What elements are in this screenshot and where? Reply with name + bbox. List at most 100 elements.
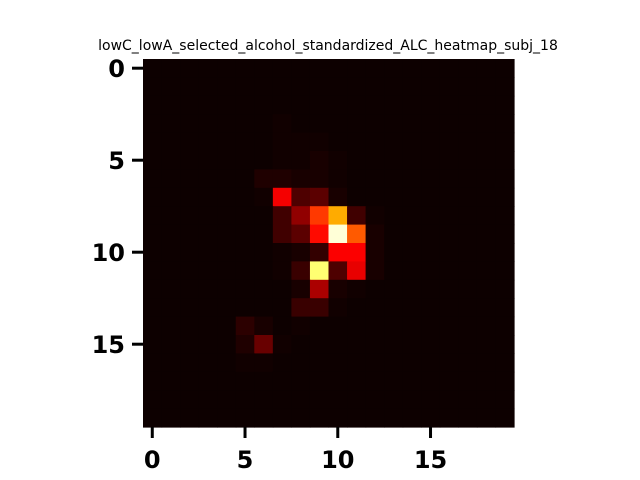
- heatmap-cell-r16-c16: [439, 353, 459, 373]
- heatmap-cell-r7-c2: [180, 187, 200, 207]
- heatmap-cell-r5-c6: [254, 151, 274, 170]
- x-tick-label-10: 10: [321, 446, 354, 474]
- heatmap-cell-r0-c10: [328, 59, 348, 78]
- heatmap-cell-r10-c10: [328, 243, 348, 262]
- heatmap-cell-r1-c5: [235, 77, 255, 97]
- heatmap-cell-r17-c17: [458, 371, 478, 391]
- heatmap-cell-r18-c2: [180, 390, 200, 410]
- heatmap-cell-r6-c14: [402, 169, 422, 189]
- heatmap-cell-r1-c9: [309, 77, 330, 97]
- heatmap-cell-r5-c18: [476, 151, 497, 170]
- heatmap-cell-r16-c9: [309, 353, 330, 373]
- heatmap-cell-r8-c2: [180, 206, 200, 226]
- heatmap-cell-r1-c19: [495, 77, 515, 97]
- heatmap-cell-r18-c16: [439, 390, 459, 410]
- heatmap-cell-r15-c19: [495, 335, 515, 354]
- heatmap-cell-r19-c15: [421, 408, 441, 428]
- heatmap-cell-r15-c6: [254, 335, 274, 354]
- heatmap-cell-r8-c4: [217, 206, 237, 226]
- heatmap-cell-r17-c4: [217, 371, 237, 391]
- heatmap-cell-r13-c7: [272, 298, 292, 318]
- heatmap-cell-r8-c19: [495, 206, 515, 226]
- heatmap-cell-r9-c19: [495, 224, 515, 244]
- heatmap-cell-r3-c8: [291, 114, 311, 134]
- heatmap-cell-r5-c1: [161, 151, 181, 170]
- heatmap-cell-r5-c5: [235, 151, 255, 170]
- heatmap-cell-r11-c4: [217, 261, 237, 281]
- heatmap-cell-r18-c4: [217, 390, 237, 410]
- heatmap-cell-r8-c7: [272, 206, 292, 226]
- heatmap-cell-r14-c19: [495, 316, 515, 336]
- heatmap-cell-r4-c10: [328, 132, 348, 152]
- heatmap-cell-r2-c16: [439, 95, 459, 115]
- heatmap-cell-r4-c6: [254, 132, 274, 152]
- heatmap-cell-r0-c8: [291, 59, 311, 78]
- heatmap-cell-r3-c7: [272, 114, 292, 134]
- heatmap-cell-r15-c17: [458, 335, 478, 354]
- heatmap-cell-r11-c0: [143, 261, 163, 281]
- heatmap-cell-r9-c4: [217, 224, 237, 244]
- heatmap-cell-r5-c15: [421, 151, 441, 170]
- heatmap-cell-r1-c17: [458, 77, 478, 97]
- heatmap-cell-r17-c6: [254, 371, 274, 391]
- heatmap-cell-r5-c7: [272, 151, 292, 170]
- heatmap-cell-r6-c16: [439, 169, 459, 189]
- heatmap-cell-r16-c4: [217, 353, 237, 373]
- heatmap-cell-r15-c3: [198, 335, 218, 354]
- heatmap-cell-r17-c13: [384, 371, 404, 391]
- heatmap-cell-r12-c7: [272, 279, 292, 299]
- heatmap-cell-r3-c16: [439, 114, 459, 134]
- heatmap-cell-r9-c12: [365, 224, 385, 244]
- heatmap-cell-r16-c19: [495, 353, 515, 373]
- heatmap-cell-r18-c12: [365, 390, 385, 410]
- chart-title: lowC_lowA_selected_alcohol_standardized_…: [98, 38, 558, 54]
- heatmap-cell-r6-c1: [161, 169, 181, 189]
- heatmap-cell-r17-c11: [347, 371, 367, 391]
- heatmap-cell-r19-c17: [458, 408, 478, 428]
- heatmap-cell-r10-c3: [198, 243, 218, 262]
- heatmap-cell-r1-c7: [272, 77, 292, 97]
- heatmap-cell-r17-c14: [402, 371, 422, 391]
- heatmap-cell-r7-c14: [402, 187, 422, 207]
- heatmap-cell-r18-c17: [458, 390, 478, 410]
- heatmap-cell-r8-c9: [309, 206, 330, 226]
- heatmap-cell-r14-c7: [272, 316, 292, 336]
- heatmap-cell-r6-c15: [421, 169, 441, 189]
- heatmap-cell-r16-c0: [143, 353, 163, 373]
- heatmap-cell-r1-c1: [161, 77, 181, 97]
- heatmap-cell-r13-c5: [235, 298, 255, 318]
- heatmap-cell-r17-c3: [198, 371, 218, 391]
- heatmap-cell-r0-c14: [402, 59, 422, 78]
- heatmap-cell-r3-c18: [476, 114, 497, 134]
- heatmap-cell-r5-c12: [365, 151, 385, 170]
- heatmap-cell-r2-c8: [291, 95, 311, 115]
- heatmap-cell-r10-c18: [476, 243, 497, 262]
- heatmap-cell-r16-c7: [272, 353, 292, 373]
- heatmap-cell-r19-c16: [439, 408, 459, 428]
- heatmap-cell-r4-c11: [347, 132, 367, 152]
- heatmap-cell-r3-c19: [495, 114, 515, 134]
- heatmap-cell-r7-c3: [198, 187, 218, 207]
- heatmap-cell-r5-c16: [439, 151, 459, 170]
- heatmap-cell-r4-c12: [365, 132, 385, 152]
- heatmap-cell-r15-c4: [217, 335, 237, 354]
- heatmap-cell-r12-c0: [143, 279, 163, 299]
- heatmap-cell-r13-c12: [365, 298, 385, 318]
- heatmap-cell-r2-c6: [254, 95, 274, 115]
- heatmap-cell-r5-c19: [495, 151, 515, 170]
- heatmap-cell-r1-c8: [291, 77, 311, 97]
- heatmap-cell-r0-c0: [143, 59, 163, 78]
- heatmap-cell-r2-c13: [384, 95, 404, 115]
- heatmap-cell-r2-c15: [421, 95, 441, 115]
- heatmap-cell-r11-c5: [235, 261, 255, 281]
- heatmap-cell-r5-c9: [309, 151, 330, 170]
- heatmap-cell-r11-c17: [458, 261, 478, 281]
- heatmap-cell-r7-c0: [143, 187, 163, 207]
- heatmap-cell-r1-c4: [217, 77, 237, 97]
- heatmap-cell-r2-c12: [365, 95, 385, 115]
- heatmap-cell-r10-c15: [421, 243, 441, 262]
- heatmap-cell-r19-c18: [476, 408, 497, 428]
- heatmap-cell-r13-c14: [402, 298, 422, 318]
- heatmap-cell-r1-c2: [180, 77, 200, 97]
- heatmap-cell-r12-c11: [347, 279, 367, 299]
